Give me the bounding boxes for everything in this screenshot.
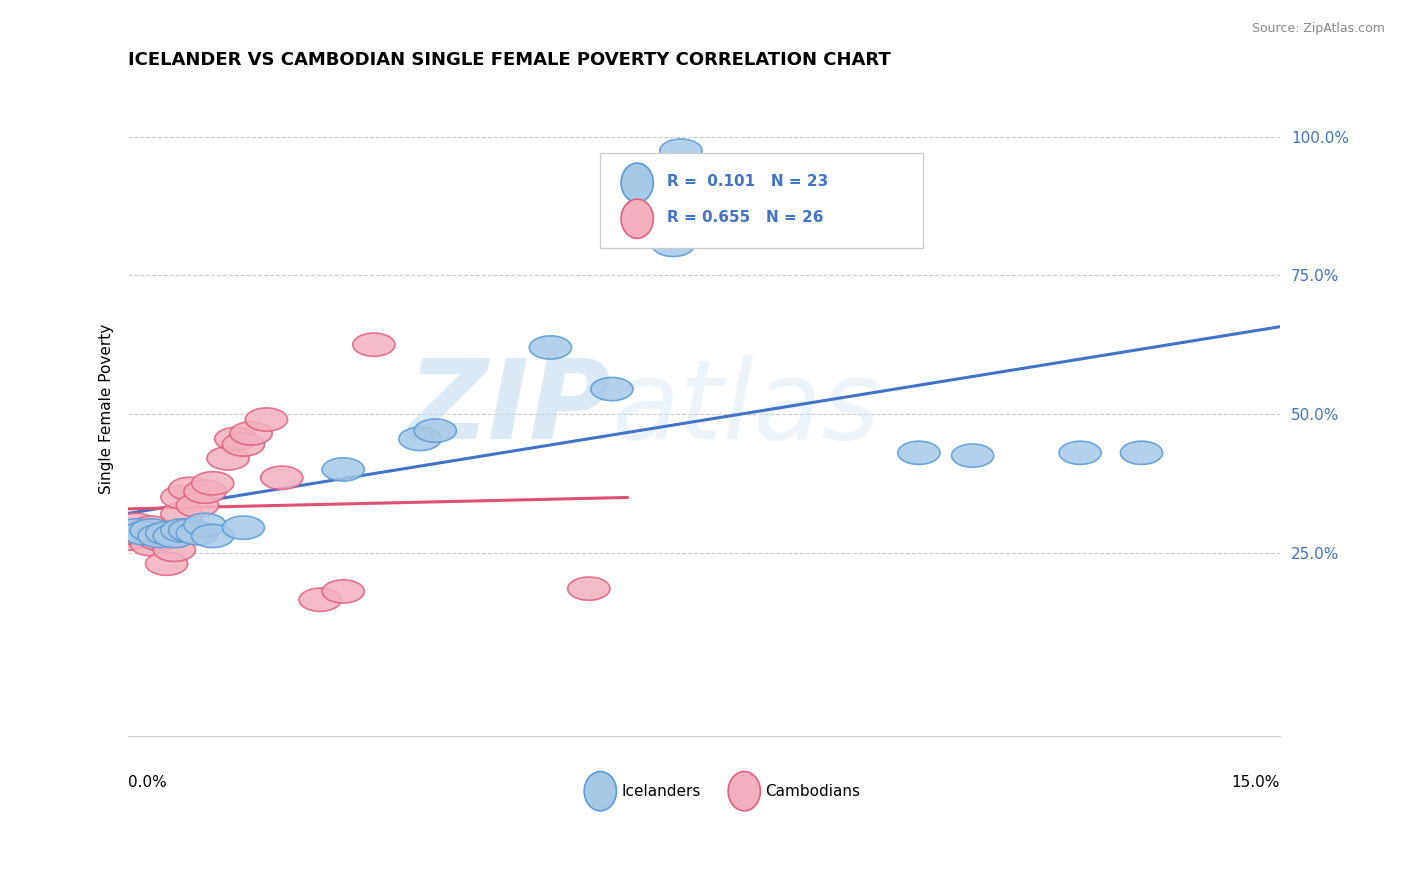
Ellipse shape bbox=[184, 513, 226, 536]
Ellipse shape bbox=[231, 422, 273, 445]
Ellipse shape bbox=[591, 377, 633, 401]
Ellipse shape bbox=[399, 427, 441, 450]
Ellipse shape bbox=[160, 502, 202, 525]
Ellipse shape bbox=[245, 408, 288, 431]
Text: Cambodians: Cambodians bbox=[765, 784, 860, 798]
Ellipse shape bbox=[145, 524, 188, 548]
Ellipse shape bbox=[207, 447, 249, 470]
Ellipse shape bbox=[169, 477, 211, 500]
Ellipse shape bbox=[415, 419, 457, 442]
Ellipse shape bbox=[1121, 442, 1163, 465]
Ellipse shape bbox=[169, 519, 211, 542]
Ellipse shape bbox=[153, 524, 195, 548]
Ellipse shape bbox=[145, 552, 188, 575]
Ellipse shape bbox=[322, 580, 364, 603]
Ellipse shape bbox=[898, 442, 941, 465]
Ellipse shape bbox=[621, 163, 654, 202]
Ellipse shape bbox=[621, 199, 654, 238]
Ellipse shape bbox=[160, 485, 202, 508]
Ellipse shape bbox=[585, 772, 616, 811]
Text: 0.0%: 0.0% bbox=[128, 775, 167, 789]
Ellipse shape bbox=[115, 513, 157, 536]
Ellipse shape bbox=[299, 588, 342, 611]
Ellipse shape bbox=[952, 444, 994, 467]
Ellipse shape bbox=[107, 527, 149, 550]
Ellipse shape bbox=[191, 524, 233, 548]
Text: ZIP: ZIP bbox=[408, 355, 612, 462]
Ellipse shape bbox=[659, 139, 702, 162]
Ellipse shape bbox=[176, 522, 218, 545]
Ellipse shape bbox=[115, 519, 157, 542]
Ellipse shape bbox=[529, 335, 572, 359]
Ellipse shape bbox=[122, 522, 165, 545]
Ellipse shape bbox=[728, 772, 761, 811]
Ellipse shape bbox=[160, 519, 202, 542]
Ellipse shape bbox=[322, 458, 364, 481]
Ellipse shape bbox=[131, 516, 173, 540]
Ellipse shape bbox=[191, 472, 233, 495]
Ellipse shape bbox=[122, 524, 165, 548]
Ellipse shape bbox=[1059, 442, 1101, 465]
Text: atlas: atlas bbox=[612, 355, 880, 462]
Ellipse shape bbox=[131, 533, 173, 556]
Ellipse shape bbox=[353, 333, 395, 356]
Ellipse shape bbox=[138, 524, 180, 548]
Ellipse shape bbox=[222, 516, 264, 540]
Text: Icelanders: Icelanders bbox=[621, 784, 700, 798]
Text: 15.0%: 15.0% bbox=[1232, 775, 1279, 789]
Ellipse shape bbox=[568, 577, 610, 600]
Ellipse shape bbox=[131, 519, 173, 542]
Y-axis label: Single Female Poverty: Single Female Poverty bbox=[100, 323, 114, 493]
Ellipse shape bbox=[260, 467, 302, 490]
Ellipse shape bbox=[153, 524, 195, 548]
Text: R = 0.655   N = 26: R = 0.655 N = 26 bbox=[666, 210, 824, 225]
Ellipse shape bbox=[145, 522, 188, 545]
FancyBboxPatch shape bbox=[600, 153, 922, 248]
Ellipse shape bbox=[153, 538, 195, 561]
Text: ICELANDER VS CAMBODIAN SINGLE FEMALE POVERTY CORRELATION CHART: ICELANDER VS CAMBODIAN SINGLE FEMALE POV… bbox=[128, 51, 891, 69]
Ellipse shape bbox=[176, 494, 218, 517]
Ellipse shape bbox=[184, 480, 226, 503]
Ellipse shape bbox=[652, 234, 695, 257]
Text: Source: ZipAtlas.com: Source: ZipAtlas.com bbox=[1251, 22, 1385, 36]
Ellipse shape bbox=[138, 527, 180, 550]
Text: R =  0.101   N = 23: R = 0.101 N = 23 bbox=[666, 174, 828, 189]
Ellipse shape bbox=[215, 427, 257, 450]
Ellipse shape bbox=[222, 433, 264, 456]
